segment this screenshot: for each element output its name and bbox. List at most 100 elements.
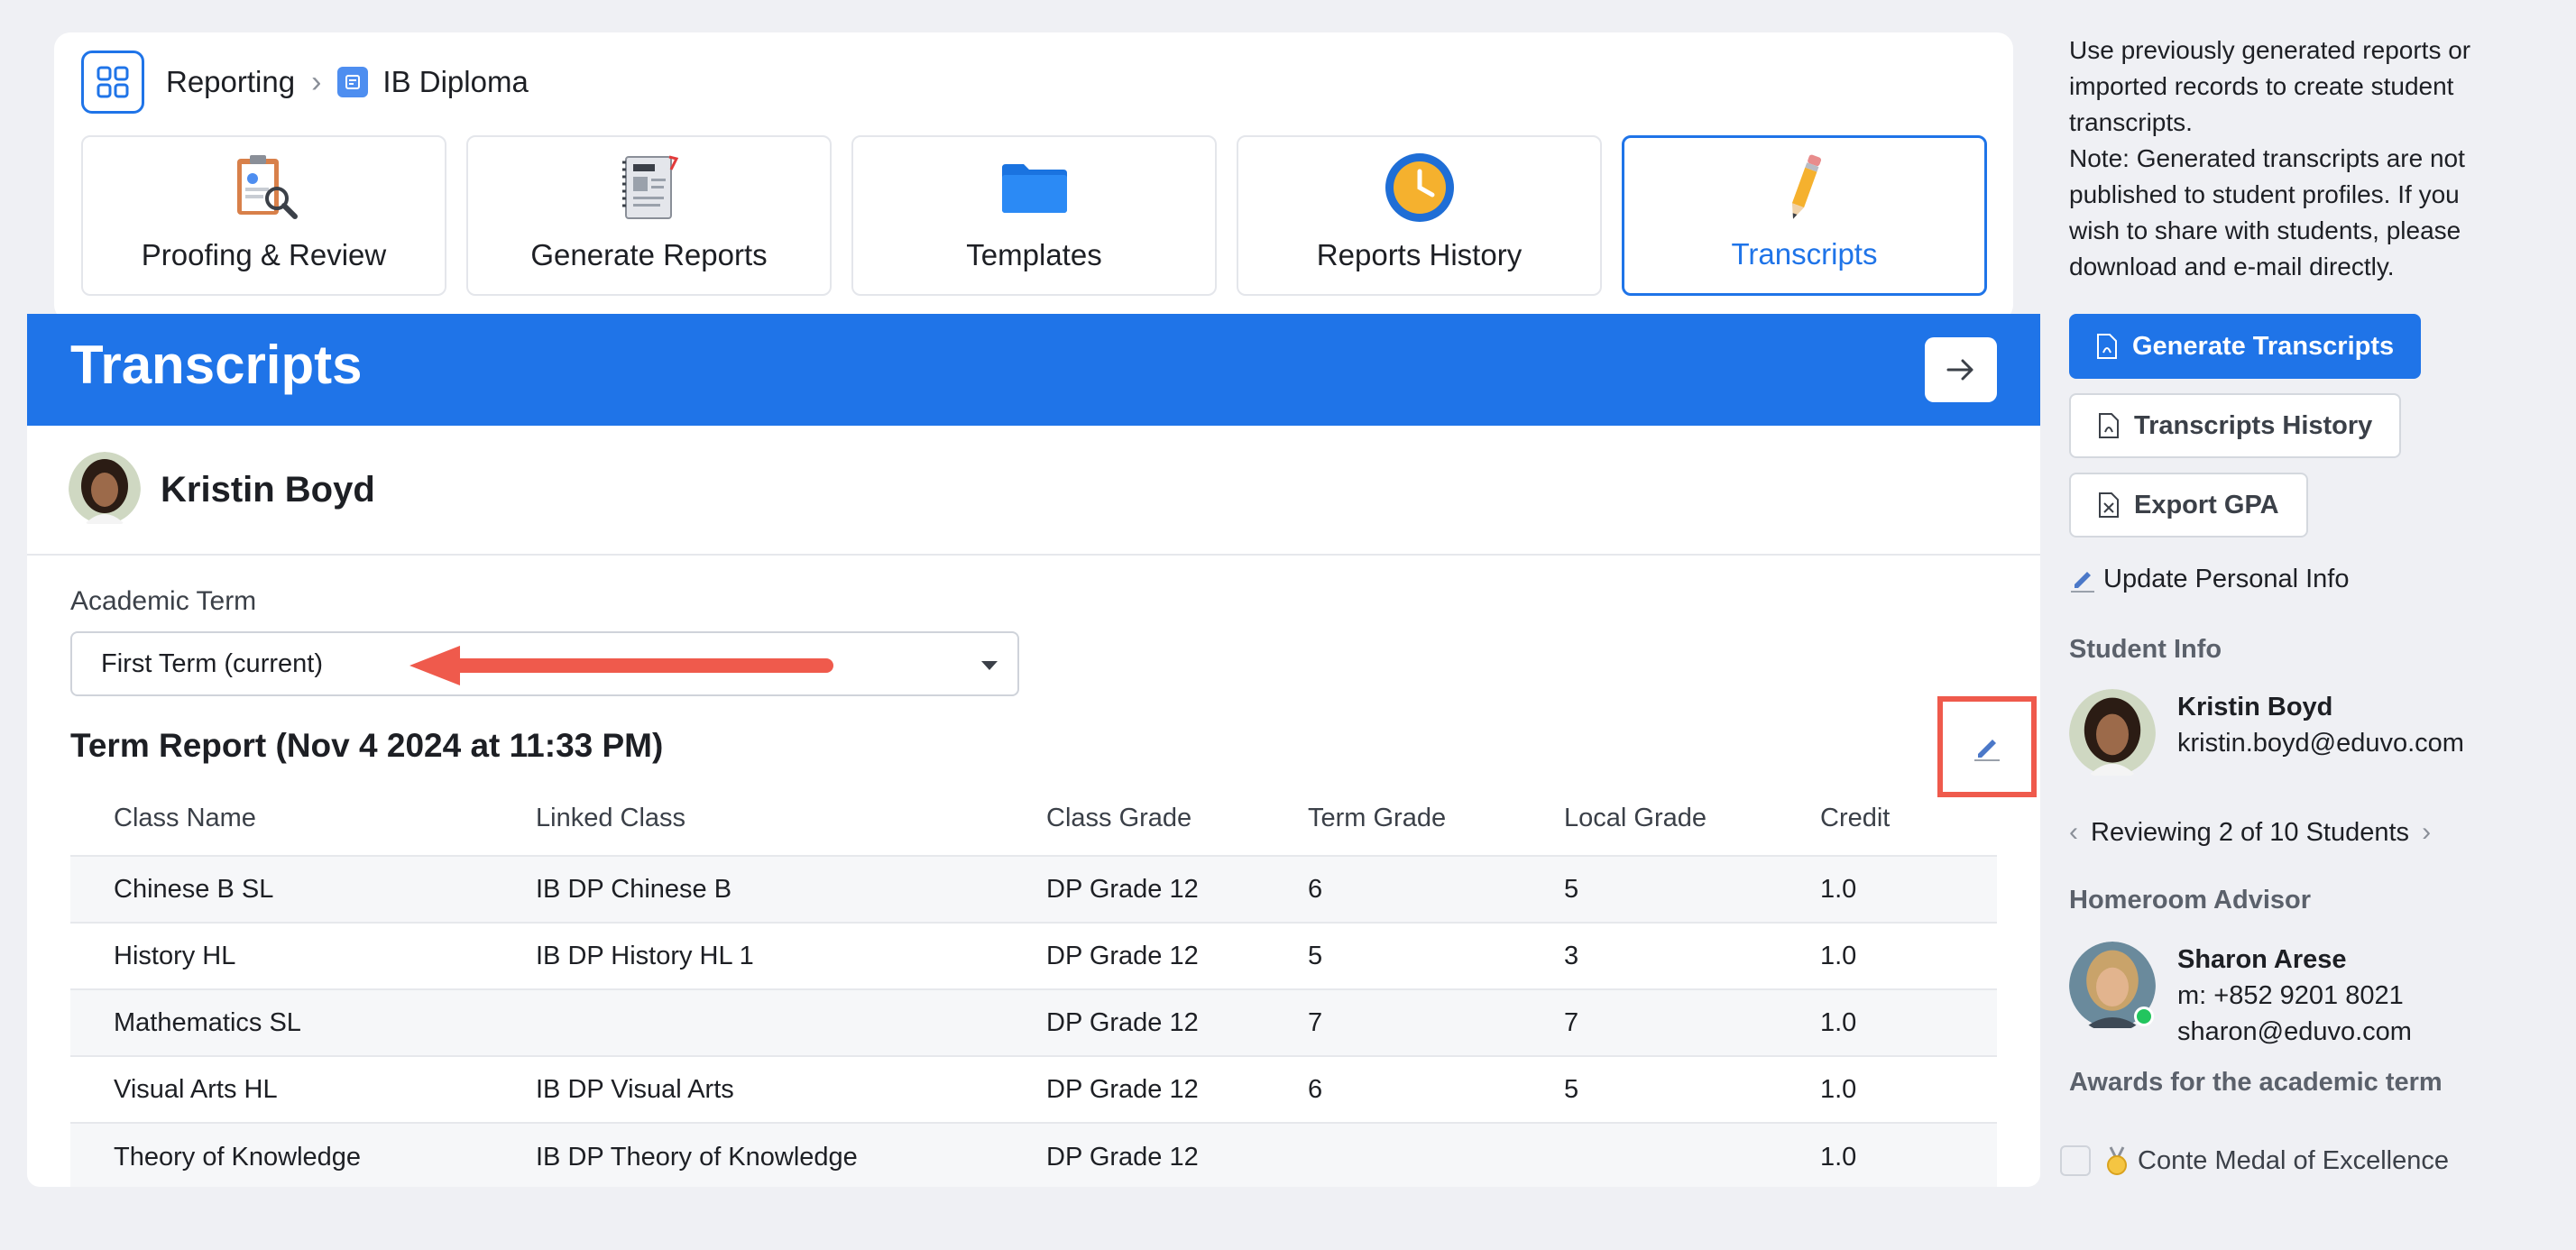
pdf-file-icon [2098, 412, 2120, 439]
link-label: Update Personal Info [2103, 565, 2350, 593]
cell-credit: 1.0 [1820, 1074, 1857, 1104]
table-row: Theory of Knowledge IB DP Theory of Know… [70, 1124, 1997, 1187]
student-pager: ‹ Reviewing 2 of 10 Students › [2069, 817, 2443, 848]
award-item: Conte Medal of Excellence [2060, 1145, 2449, 1176]
column-header: Credit [1820, 803, 1891, 832]
tile-generate-reports[interactable]: Generate Reports [466, 135, 832, 296]
chevron-down-icon [981, 661, 998, 670]
apps-grid-button[interactable] [81, 51, 144, 114]
cell-class-grade: DP Grade 12 [1046, 1142, 1199, 1172]
transcripts-panel: Transcripts Kristin Boyd Academic Term F… [27, 314, 2040, 1187]
table-row: Chinese B SL IB DP Chinese B DP Grade 12… [70, 857, 1997, 924]
nav-tiles: Proofing & Review Generate Reports [81, 135, 1987, 296]
description-line: imported records to create student [2069, 72, 2454, 100]
tile-templates[interactable]: Templates [851, 135, 1217, 296]
table-row: History HL IB DP History HL 1 DP Grade 1… [70, 924, 1997, 990]
page-title: Transcripts [70, 335, 363, 395]
award-label: Conte Medal of Excellence [2138, 1145, 2449, 1175]
button-label: Export GPA [2134, 490, 2279, 519]
column-header: Class Grade [1046, 803, 1192, 832]
update-personal-info-link[interactable]: Update Personal Info [2069, 565, 2349, 594]
advisor-email[interactable]: sharon@eduvo.com [2177, 1017, 2412, 1046]
description-line: Use previously generated reports or [2069, 36, 2471, 64]
cell-linked-class: IB DP Visual Arts [536, 1074, 734, 1104]
panel-header: Transcripts [27, 314, 2040, 426]
advisor-mobile: m: +852 9201 8021 [2177, 981, 2404, 1010]
cell-class-name: Chinese B SL [114, 874, 274, 904]
transcripts-history-button[interactable]: Transcripts History [2069, 393, 2402, 458]
cell-linked-class: IB DP Theory of Knowledge [536, 1142, 858, 1172]
breadcrumb-separator: › [311, 64, 322, 99]
description-line: transcripts. [2069, 108, 2193, 136]
student-info-card: Kristin Boyd kristin.boyd@eduvo.com [2069, 689, 2464, 780]
advisor-avatar [2069, 942, 2156, 1033]
tile-transcripts[interactable]: Transcripts [1622, 135, 1987, 296]
cell-class-grade: DP Grade 12 [1046, 874, 1199, 904]
column-header: Class Name [114, 803, 256, 832]
cell-class-grade: DP Grade 12 [1046, 1074, 1199, 1104]
transcripts-sidebar: Use previously generated reports or impo… [2060, 32, 2538, 1176]
term-select-value: First Term (current) [101, 648, 323, 678]
arrow-right-icon [1946, 359, 1973, 381]
report-title: Term Report (Nov 4 2024 at 11:33 PM) [70, 727, 664, 764]
term-report-table: Class Name Linked Class Class Grade Term… [70, 781, 1997, 1187]
generate-transcripts-button[interactable]: Generate Transcripts [2069, 314, 2422, 379]
cell-credit: 1.0 [1820, 1007, 1857, 1037]
breadcrumb: Reporting › IB Diploma [81, 51, 529, 114]
cell-linked-class: IB DP History HL 1 [536, 941, 754, 970]
chevron-left-icon[interactable]: ‹ [2069, 817, 2078, 847]
cell-term-grade: 6 [1308, 874, 1323, 904]
academic-term-select[interactable]: First Term (current) [70, 631, 1019, 696]
collapse-panel-button[interactable] [1925, 337, 1997, 402]
column-header: Linked Class [536, 803, 686, 832]
cell-local-grade: 5 [1564, 874, 1579, 904]
student-info-name: Kristin Boyd [2177, 693, 2333, 722]
cell-class-name: History HL [114, 941, 236, 970]
cell-credit: 1.0 [1820, 1142, 1857, 1172]
tile-label: Reports History [1316, 238, 1523, 271]
chevron-right-icon[interactable]: › [2422, 817, 2432, 847]
report-cards-icon [613, 152, 685, 224]
export-gpa-button[interactable]: Export GPA [2069, 473, 2308, 538]
table-header: Class Name Linked Class Class Grade Term… [70, 781, 1997, 857]
clock-icon [1384, 152, 1456, 224]
awards-heading: Awards for the academic term [2069, 1068, 2443, 1097]
column-header: Local Grade [1564, 803, 1707, 832]
award-checkbox[interactable] [2060, 1145, 2091, 1176]
student-info-heading: Student Info [2069, 635, 2222, 664]
cell-class-grade: DP Grade 12 [1046, 941, 1199, 970]
description-line: wish to share with students, please [2069, 216, 2461, 244]
cell-term-grade: 6 [1308, 1074, 1323, 1104]
cell-class-name: Mathematics SL [114, 1007, 301, 1037]
cell-credit: 1.0 [1820, 941, 1857, 970]
program-icon [337, 67, 369, 97]
edit-icon [1974, 740, 2000, 761]
homeroom-advisor-heading: Homeroom Advisor [2069, 886, 2312, 915]
cell-linked-class: IB DP Chinese B [536, 874, 732, 904]
online-status-dot [2134, 1006, 2154, 1026]
edit-report-button[interactable] [1937, 696, 2037, 797]
reviewing-count: Reviewing 2 of 10 Students [2091, 817, 2410, 847]
description-line: published to student profiles. If you [2069, 180, 2460, 208]
breadcrumb-reporting-link[interactable]: Reporting [166, 65, 296, 98]
edit-icon [2071, 571, 2094, 593]
tile-proofing-review[interactable]: Proofing & Review [81, 135, 446, 296]
medal-icon [2107, 1146, 2127, 1175]
student-info-email[interactable]: kristin.boyd@eduvo.com [2177, 729, 2464, 758]
tile-label: Generate Reports [530, 238, 768, 271]
cell-term-grade: 7 [1308, 1007, 1323, 1037]
cell-class-grade: DP Grade 12 [1046, 1007, 1199, 1037]
table-row: Mathematics SL DP Grade 12 7 7 1.0 [70, 990, 1997, 1057]
description-line: download and e-mail directly. [2069, 253, 2395, 280]
grid-icon [97, 66, 129, 98]
tile-reports-history[interactable]: Reports History [1237, 135, 1602, 296]
student-header: Kristin Boyd [27, 426, 2040, 556]
term-label: Academic Term [70, 586, 257, 616]
breadcrumb-current: IB Diploma [382, 65, 529, 98]
description-line: Note: Generated transcripts are not [2069, 144, 2465, 172]
column-header: Term Grade [1308, 803, 1447, 832]
tile-label: Templates [966, 238, 1102, 271]
table-row: Visual Arts HL IB DP Visual Arts DP Grad… [70, 1057, 1997, 1124]
spreadsheet-file-icon [2098, 492, 2120, 519]
proofing-icon [228, 152, 300, 224]
